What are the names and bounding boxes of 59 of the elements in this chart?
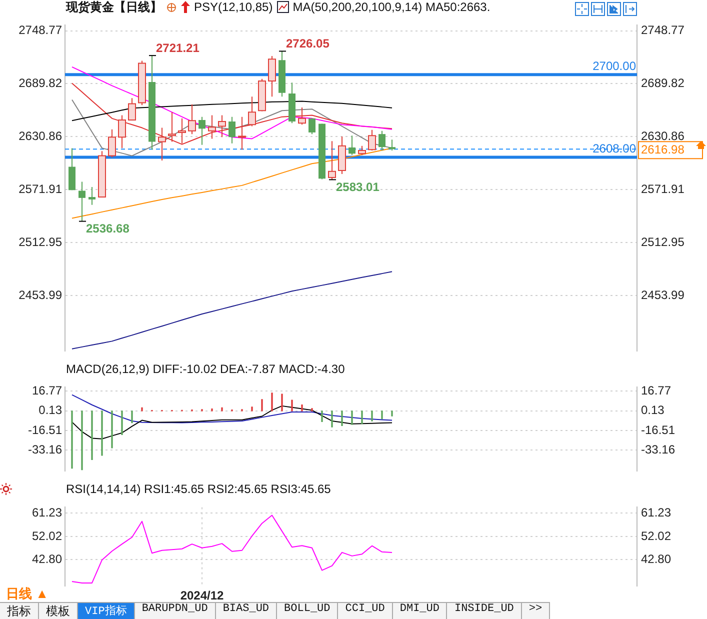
y-tick-label: -16.51 bbox=[28, 422, 62, 437]
candlestick bbox=[228, 116, 236, 144]
y2-tick-label: 2453.99 bbox=[641, 288, 685, 302]
y-tick-label: 2453.99 bbox=[18, 288, 62, 302]
annotation: 2583.01 bbox=[336, 180, 380, 194]
y-tick-label: 2630.86 bbox=[18, 129, 62, 144]
candlestick bbox=[308, 118, 316, 135]
text: 日线 ▲ bbox=[6, 585, 48, 603]
y2-tick-label: 2689.82 bbox=[641, 76, 685, 90]
ref-line-label: 2608.00 bbox=[592, 142, 636, 156]
y-tick-label: 0.13 bbox=[38, 403, 62, 418]
ref-line-label: 2700.00 bbox=[592, 58, 636, 73]
candlestick bbox=[378, 130, 386, 151]
y-tick-label: -33.16 bbox=[28, 442, 62, 457]
y2-tick-label: 52.02 bbox=[641, 528, 672, 543]
y2-tick-label: 16.77 bbox=[641, 383, 672, 398]
candlestick bbox=[348, 135, 356, 156]
x-tick-label: 2024/12 bbox=[180, 588, 224, 603]
annotation: 2726.05 bbox=[286, 36, 330, 51]
y-tick-label: 42.80 bbox=[32, 552, 62, 566]
y-tick-label: 2512.95 bbox=[18, 234, 62, 249]
text: 指标 bbox=[0, 603, 39, 619]
text: VIP指标 bbox=[78, 603, 135, 619]
annotation: 2536.68 bbox=[86, 222, 130, 236]
y2-tick-label: -33.16 bbox=[641, 442, 676, 457]
annotation: 2721.21 bbox=[156, 40, 200, 55]
text: DMI_UD bbox=[392, 603, 448, 619]
candlestick bbox=[68, 148, 76, 191]
y2-tick-label: 2512.95 bbox=[641, 234, 685, 249]
candlestick bbox=[198, 116, 206, 146]
text: BIAS_UD bbox=[216, 603, 278, 619]
y2-tick-label: 2748.77 bbox=[641, 23, 685, 38]
y-tick-label: 2748.77 bbox=[18, 23, 62, 38]
text: MA(50,200,20,100,9,14) MA50:2663. bbox=[292, 0, 490, 14]
y2-tick-label: 2630.86 bbox=[641, 129, 685, 144]
text: CCI_UD bbox=[338, 603, 393, 619]
chart-title: RSI(14,14,14) RSI1:45.65 RSI2:45.65 RSI3:45.65 bbox=[66, 482, 331, 496]
chart-subtitle: PSY(12,10,85) bbox=[194, 0, 273, 14]
y2-tick-label: 0.13 bbox=[641, 403, 665, 418]
text: 模板 bbox=[39, 603, 78, 619]
chart-title: MACD(26,12,9) DIFF:-10.02 DEA:-7.87 MACD:-4.30 bbox=[66, 362, 345, 376]
ref-line-label: 2616.98 bbox=[641, 142, 685, 156]
text: BARUPDN_UD bbox=[134, 603, 216, 619]
y2-tick-label: -16.51 bbox=[641, 422, 676, 437]
y-tick-label: 2571.91 bbox=[18, 182, 62, 196]
candlestick bbox=[78, 181, 86, 222]
text: >> bbox=[522, 603, 550, 619]
y-tick-label: 61.23 bbox=[32, 506, 62, 520]
text: INSIDE_UD bbox=[447, 603, 522, 619]
y-tick-label: 16.77 bbox=[32, 383, 62, 398]
text: BOLL_UD bbox=[277, 603, 338, 619]
y2-tick-label: 2571.91 bbox=[641, 182, 685, 196]
chart-title: 现货黄金【日线】 bbox=[66, 0, 162, 16]
candlestick bbox=[88, 186, 96, 206]
y2-tick-label: 42.80 bbox=[641, 552, 672, 566]
candlestick bbox=[388, 139, 396, 151]
y-tick-label: 2689.82 bbox=[18, 76, 62, 90]
y2-tick-label: 61.23 bbox=[641, 506, 672, 520]
y-tick-label: 52.02 bbox=[32, 528, 62, 543]
